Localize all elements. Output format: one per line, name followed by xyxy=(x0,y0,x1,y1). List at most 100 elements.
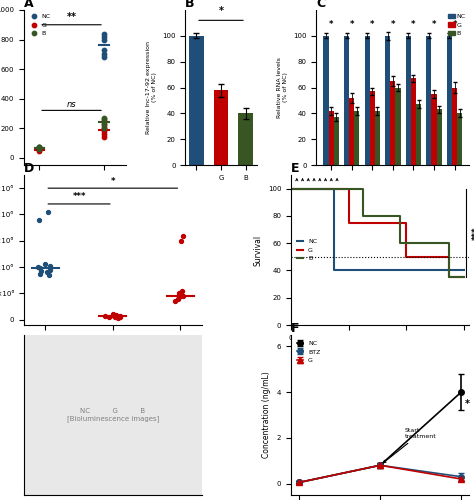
Bar xyxy=(416,104,421,165)
Text: ***: *** xyxy=(472,227,474,240)
Point xyxy=(35,216,43,224)
X-axis label: Days after treatment: Days after treatment xyxy=(25,186,125,196)
G xyxy=(403,254,409,260)
Bar xyxy=(328,111,334,165)
B xyxy=(447,240,452,246)
Text: *: * xyxy=(349,20,354,30)
B xyxy=(447,274,452,280)
Bar xyxy=(395,88,401,165)
Legend: NC, G, B: NC, G, B xyxy=(294,236,319,264)
Point xyxy=(178,287,186,295)
Point xyxy=(36,144,43,152)
Bar xyxy=(344,36,349,165)
G xyxy=(447,274,452,280)
Legend: NC, G, B: NC, G, B xyxy=(447,13,466,37)
Line: NC: NC xyxy=(291,188,464,270)
NC xyxy=(331,186,337,192)
Point xyxy=(100,32,108,40)
Text: *: * xyxy=(329,20,333,30)
Text: Start
treatment: Start treatment xyxy=(383,428,436,463)
Text: D: D xyxy=(24,162,34,175)
Bar xyxy=(323,36,328,165)
Point xyxy=(109,310,117,318)
B xyxy=(360,213,366,219)
Point xyxy=(46,271,53,279)
Point xyxy=(36,146,43,154)
Point xyxy=(46,266,54,274)
Bar xyxy=(349,98,354,165)
G xyxy=(346,186,351,192)
Point xyxy=(112,312,120,320)
Point xyxy=(101,312,109,320)
Point xyxy=(114,314,122,322)
Text: *: * xyxy=(465,398,470,408)
Line: G: G xyxy=(291,188,464,278)
Point xyxy=(100,121,108,129)
Point xyxy=(36,146,43,154)
Bar xyxy=(457,114,462,165)
B xyxy=(397,213,403,219)
Bar xyxy=(406,36,411,165)
Point xyxy=(100,116,108,124)
Bar xyxy=(385,36,390,165)
Text: E: E xyxy=(291,162,300,175)
G xyxy=(461,274,466,280)
Y-axis label: Relative lnc-17-92 expression
(% of NC): Relative lnc-17-92 expression (% of NC) xyxy=(146,41,156,134)
G xyxy=(403,220,409,226)
Point xyxy=(36,146,43,154)
Point xyxy=(100,130,108,138)
Y-axis label: Concentration (ng/mL): Concentration (ng/mL) xyxy=(262,372,271,458)
Bar xyxy=(437,110,442,165)
Legend: NC, G, B: NC, G, B xyxy=(27,13,51,37)
Legend: NC, BTZ, G: NC, BTZ, G xyxy=(294,338,323,365)
Point xyxy=(44,268,51,276)
Point xyxy=(36,147,43,155)
Point xyxy=(100,30,108,38)
Text: *: * xyxy=(432,20,436,30)
Text: ***: *** xyxy=(73,192,86,202)
Point xyxy=(116,312,123,320)
Point xyxy=(179,232,187,239)
Point xyxy=(175,294,183,302)
G xyxy=(447,254,452,260)
Point xyxy=(36,145,43,153)
B xyxy=(288,186,294,192)
Point xyxy=(109,312,117,320)
Line: B: B xyxy=(291,188,464,278)
NC xyxy=(461,268,466,274)
Bar xyxy=(365,36,370,165)
Bar xyxy=(452,88,457,165)
Point xyxy=(100,118,108,126)
Point xyxy=(175,290,183,298)
Point xyxy=(100,124,108,132)
Point xyxy=(177,237,184,245)
Bar xyxy=(447,36,452,165)
Point xyxy=(171,298,178,306)
Bar xyxy=(354,111,359,165)
Point xyxy=(174,294,182,302)
NC xyxy=(288,186,294,192)
Point xyxy=(46,262,53,270)
G xyxy=(288,186,294,192)
Y-axis label: Relative RNA levels
(% of NC): Relative RNA levels (% of NC) xyxy=(277,57,288,118)
Point xyxy=(111,312,118,320)
Text: *: * xyxy=(370,20,374,30)
Bar xyxy=(238,114,254,165)
Point xyxy=(100,53,108,61)
Point xyxy=(36,145,43,153)
Text: B: B xyxy=(185,0,195,10)
Point xyxy=(100,46,108,54)
Point xyxy=(36,144,43,152)
Point xyxy=(106,313,113,321)
Point xyxy=(100,50,108,58)
Y-axis label: Survival: Survival xyxy=(253,234,262,266)
Point xyxy=(100,36,108,44)
Bar xyxy=(375,111,380,165)
B xyxy=(397,240,403,246)
Bar xyxy=(390,81,395,165)
Text: A: A xyxy=(24,0,33,10)
Bar xyxy=(431,94,437,165)
Point xyxy=(100,133,108,141)
Bar xyxy=(411,78,416,165)
Text: C: C xyxy=(317,0,326,10)
